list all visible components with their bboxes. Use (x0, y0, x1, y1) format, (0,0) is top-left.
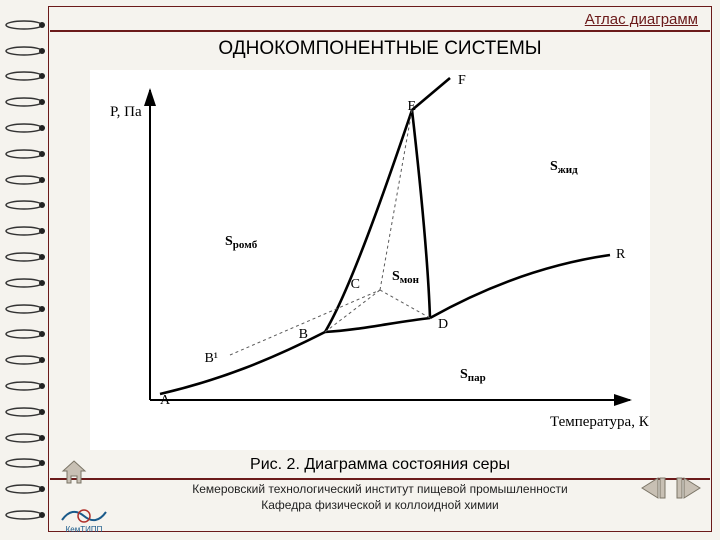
institute-logo: КемТИПП (54, 500, 114, 534)
figure-caption: Рис. 2. Диаграмма состояния серы (50, 456, 710, 480)
footer-line-1: Кемеровский технологический институт пищ… (50, 482, 710, 498)
svg-text:Sпар: Sпар (460, 367, 486, 384)
svg-text:Sромб: Sромб (225, 234, 258, 251)
atlas-link[interactable]: Атлас диаграмм (585, 11, 698, 28)
svg-text:C: C (351, 277, 360, 292)
svg-text:Sмон: Sмон (392, 269, 420, 286)
svg-text:Sжид: Sжид (550, 159, 578, 176)
svg-text:R: R (616, 247, 626, 262)
svg-text:Температура, К: Температура, К (550, 414, 650, 430)
prev-button[interactable] (640, 476, 668, 500)
svg-text:B: B (299, 327, 308, 342)
page-title: ОДНОКОМПОНЕНТНЫЕ СИСТЕМЫ (50, 38, 710, 60)
svg-text:E: E (407, 99, 416, 114)
home-button[interactable] (60, 458, 88, 486)
next-button[interactable] (674, 476, 702, 500)
spiral-binding (0, 0, 48, 540)
svg-text:F: F (458, 73, 466, 88)
svg-text:A: A (160, 393, 171, 408)
footer-line-2: Кафедра физической и коллоидной химии (50, 498, 710, 514)
phase-diagram: A B B¹ C D E F R Sромб Sмон Sжид Sпар Температура, К… (90, 70, 650, 450)
svg-text:D: D (438, 317, 448, 332)
header-bar: Атлас диаграмм (50, 8, 710, 32)
svg-text:B¹: B¹ (204, 351, 218, 366)
footer: Кемеровский технологический институт пищ… (50, 482, 710, 513)
svg-text:P, Па: P, Па (110, 104, 142, 120)
svg-text:КемТИПП: КемТИПП (66, 525, 103, 534)
